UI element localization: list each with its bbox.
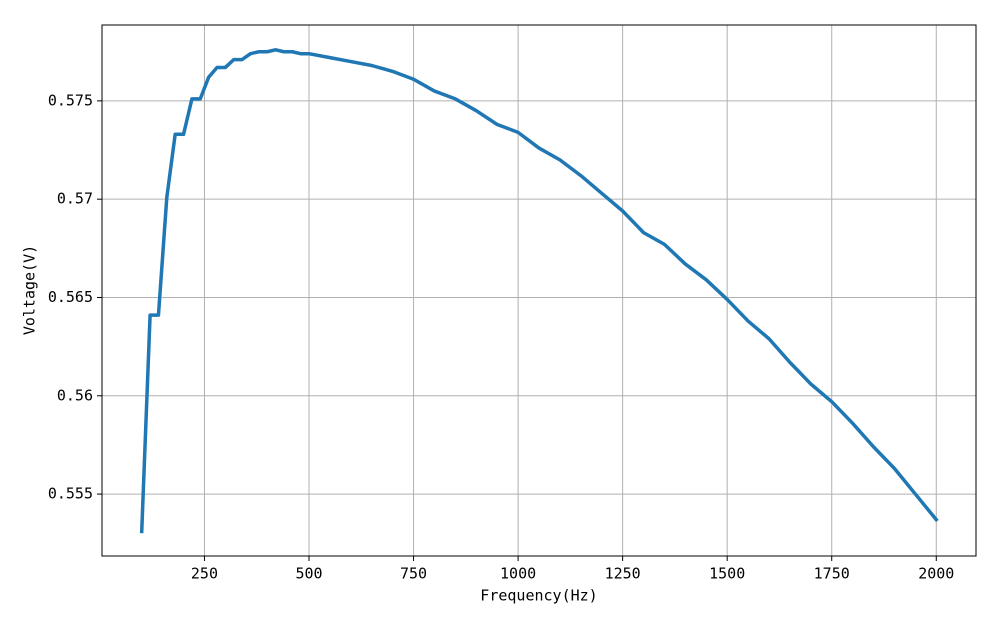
y-tick-label: 0.56 [57, 386, 93, 404]
x-tick-label: 500 [295, 565, 322, 583]
y-tick-label: 0.555 [48, 485, 93, 503]
x-tick-label: 2000 [918, 565, 954, 583]
x-tick-label: 1500 [709, 565, 745, 583]
y-tick-label: 0.565 [48, 288, 93, 306]
y-tick-label: 0.575 [48, 91, 93, 109]
x-tick-label: 250 [191, 565, 218, 583]
x-tick-label: 1000 [500, 565, 536, 583]
y-tick-label: 0.57 [57, 190, 93, 208]
plot-frame [101, 24, 977, 557]
x-axis-label: Frequency(Hz) [480, 587, 597, 605]
y-axis-label: Voltage(V) [21, 245, 39, 335]
x-tick-label: 750 [400, 565, 427, 583]
data-line [139, 48, 939, 534]
x-tick-label: 1250 [605, 565, 641, 583]
x-tick-label: 1750 [814, 565, 850, 583]
